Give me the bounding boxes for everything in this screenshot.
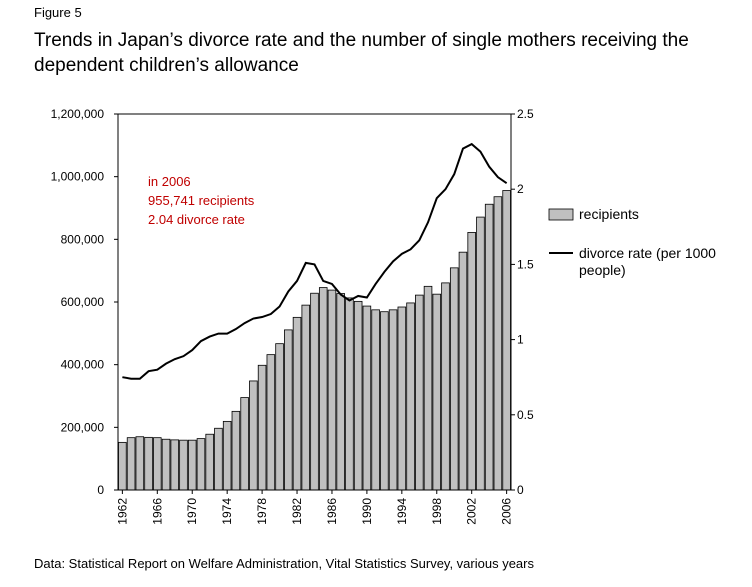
x-tick-label: 1990 [360,498,374,525]
x-tick-label: 1978 [255,498,269,525]
right-tick-label: 0 [517,483,524,497]
x-tick-label: 1998 [430,498,444,525]
bar-1990 [362,305,372,491]
bar-1994 [397,306,407,491]
source-note: Data: Statistical Report on Welfare Admi… [34,556,534,571]
bar-2004 [484,203,494,491]
x-tick-label: 1970 [185,498,199,525]
left-tick-label: 400,000 [61,358,105,372]
left-tick-label: 800,000 [61,232,105,246]
right-tick-label: 2 [517,182,524,196]
bar-1970 [187,439,197,491]
left-tick-label: 1,000,000 [51,170,105,184]
bar-2001 [458,251,468,491]
bar-1997 [423,285,433,491]
bar-1975 [231,410,241,491]
x-tick-label: 2002 [465,498,479,525]
right-y-axis: 0 0.5 1 1.5 2 2.5 [511,107,534,497]
bar-1987 [336,293,345,491]
left-tick-label: 200,000 [61,420,105,434]
legend: recipients divorce rate (per 1000 people) [548,206,716,278]
bar-1983 [301,304,311,491]
annotation-line: 2.04 divorce rate [148,212,245,227]
bar-1977 [249,380,258,491]
bar-1967 [161,438,171,491]
bar-2003 [476,216,485,491]
left-y-axis: 0 200,000 400,000 600,000 800,000 1,000,000 1,… [51,107,118,497]
bar-1982 [292,316,302,491]
bar-1996 [415,294,424,491]
left-tick-label: 1,200,000 [51,107,105,121]
bar-1989 [353,300,363,491]
x-tick-label: 1966 [150,498,164,525]
left-tick-label: 0 [97,483,104,497]
bar-1973 [214,427,223,491]
right-tick-label: 0.5 [517,408,534,422]
bar-1963 [126,437,136,491]
chart-title: Trends in Japan’s divorce rate and the n… [34,30,689,76]
x-tick-label: 1962 [115,498,129,525]
bar-1968 [170,439,180,491]
bar-1976 [240,397,249,491]
bar-1972 [205,433,214,491]
bar-1984 [310,292,319,491]
legend-swatch-recipients [548,208,574,221]
bar-1969 [179,439,188,491]
divorce-rate-line [122,142,508,380]
bar-1991 [371,309,380,491]
right-tick-label: 1.5 [517,257,534,271]
bar-1965 [144,436,153,491]
x-tick-label: 1982 [290,498,304,525]
bar-1979 [266,354,276,491]
bar-1962 [118,441,127,491]
bar-1986 [327,289,337,491]
bar-1992 [380,311,389,491]
right-tick-label: 1 [517,333,524,347]
bar-1980 [275,343,284,491]
annotation-line: 955,741 recipients [148,193,255,208]
left-tick-label: 600,000 [61,295,105,309]
bar-1985 [318,287,328,491]
bar-1995 [406,302,415,491]
x-tick-label: 1994 [395,498,409,525]
figure-label: Figure 5 [34,5,82,20]
annotation-line: in 2006 [148,174,191,189]
x-tick-label: 2006 [500,498,514,525]
bar-group [118,190,511,491]
x-axis: 1962 1966 1970 1974 1978 1982 1986 1990 1994 1998… [115,490,514,525]
bar-2005 [493,196,503,491]
bar-1966 [153,437,162,491]
bar-1971 [196,438,206,491]
legend-label-recipients: recipients [579,206,639,222]
bar-1998 [432,293,442,491]
annotation: in 2006 955,741 recipients 2.04 divorce ra… [148,174,255,227]
bar-2002 [467,232,476,491]
bar-1981 [284,329,293,491]
bar-2000 [449,267,459,491]
bar-2006 [502,190,511,491]
bar-1993 [388,309,398,491]
bar-1974 [222,420,232,491]
bar-1988 [345,297,354,491]
bar-1999 [441,282,450,491]
x-tick-label: 1986 [325,498,339,525]
x-tick-label: 1974 [220,498,234,525]
bar-1964 [135,436,145,491]
bar-1978 [257,364,267,491]
right-tick-label: 2.5 [517,107,534,121]
legend-label-divorce-rate: divorce rate (per 1000 people) [579,245,716,278]
